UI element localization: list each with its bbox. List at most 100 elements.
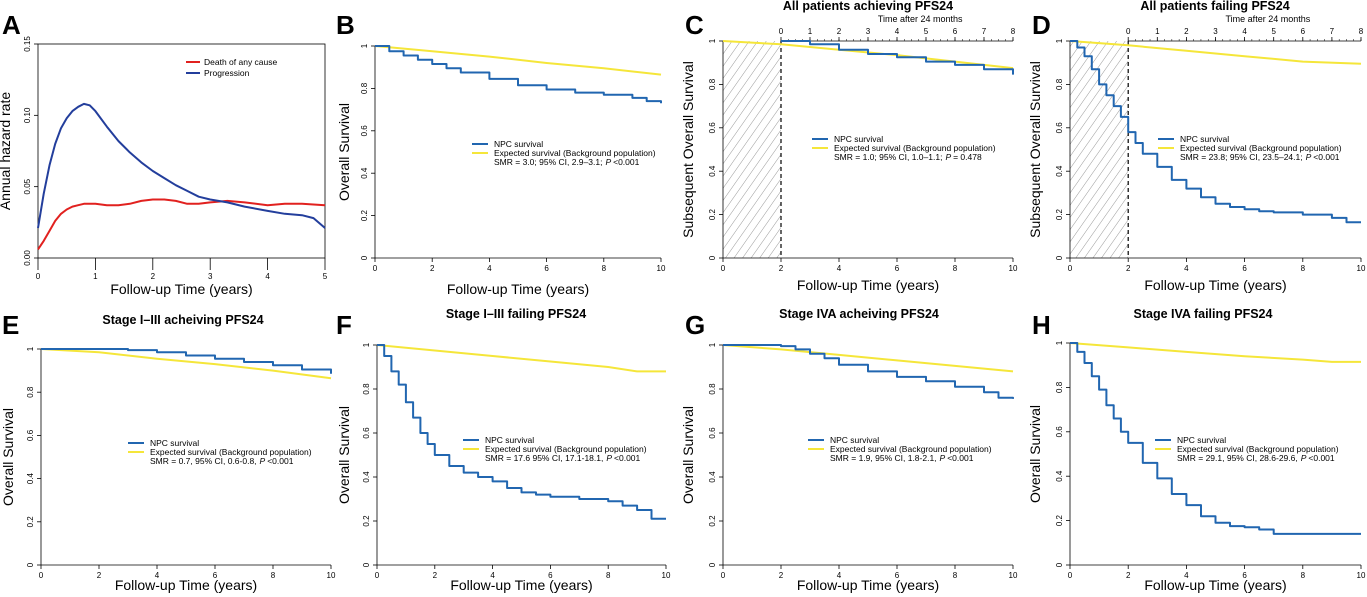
y-tick-label: 0.6 bbox=[708, 122, 717, 134]
top-tick-label: 5 bbox=[924, 27, 929, 36]
x-tick-label: 0 bbox=[36, 272, 41, 281]
x-tick-label: 8 bbox=[953, 264, 958, 273]
legend-p-label: P bbox=[945, 152, 951, 162]
legend-p-value: <0.001 bbox=[1313, 152, 1340, 162]
legend-p-value: <0.001 bbox=[614, 453, 641, 463]
x-axis-label: Follow-up Time (years) bbox=[110, 281, 252, 297]
panel-e: E 0 2 4 6 8 10 0 0.2 0.4 0.6 0.8 1 Stage I–III acheiv… bbox=[0, 310, 336, 593]
x-axis-label: Follow-up Time (years) bbox=[450, 577, 592, 593]
top-tick-label: 1 bbox=[1155, 27, 1160, 36]
y-tick-label: 0.2 bbox=[1055, 514, 1064, 526]
panel-f: F 0 2 4 6 8 10 0 0.2 0.4 0.6 0.8 1 Stage I–III failin… bbox=[336, 307, 671, 593]
x-tick-label: 6 bbox=[895, 264, 900, 273]
top-tick-label: 2 bbox=[837, 27, 842, 36]
series-line-expected bbox=[1069, 40, 1362, 65]
x-tick-label: 2 bbox=[779, 571, 784, 580]
legend-smr: SMR = 29.1, 95% CI, 28.6-29.6, bbox=[1177, 453, 1298, 463]
top-tick-label: 7 bbox=[1330, 27, 1335, 36]
legend-label: NPC survival bbox=[1180, 134, 1229, 144]
x-tick-label: 8 bbox=[271, 571, 276, 580]
top-tick-label: 2 bbox=[1184, 27, 1189, 36]
legend-label: Death of any cause bbox=[204, 57, 278, 67]
legend-p-value: <0.001 bbox=[613, 157, 640, 167]
y-tick-label: 0.4 bbox=[362, 471, 371, 483]
x-tick-label: 4 bbox=[155, 571, 160, 580]
legend-label: NPC survival bbox=[485, 435, 534, 445]
panel-title: All patients failing PFS24 bbox=[1140, 0, 1289, 13]
y-axis-label: Overall Survival bbox=[0, 408, 16, 506]
y-axis-label: Annual hazard rate bbox=[0, 92, 13, 211]
series-line-npc bbox=[377, 344, 666, 520]
top-axis-label: Time after 24 months bbox=[878, 14, 963, 24]
panel-title: Stage I–III acheiving PFS24 bbox=[102, 313, 263, 327]
x-tick-label: 10 bbox=[1357, 264, 1366, 273]
y-tick-label: 0 bbox=[362, 562, 371, 567]
x-tick-label: 0 bbox=[721, 264, 726, 273]
panel-letter: F bbox=[336, 310, 352, 340]
legend-label: Expected survival (Background population… bbox=[494, 148, 656, 158]
x-tick-label: 6 bbox=[548, 571, 553, 580]
x-tick-label: 2 bbox=[1126, 571, 1131, 580]
y-tick-label: 0.2 bbox=[708, 515, 717, 527]
y-tick-label: 1 bbox=[1055, 38, 1064, 43]
series-line-death_any_cause bbox=[37, 198, 326, 250]
x-axis-label: Follow-up Time (years) bbox=[1144, 577, 1286, 593]
legend-p-label: P bbox=[1301, 453, 1307, 463]
series-line-npc bbox=[723, 344, 1014, 399]
legend-label: Expected survival (Background population… bbox=[1177, 444, 1339, 454]
x-tick-label: 8 bbox=[602, 264, 607, 273]
y-tick-label: 0.6 bbox=[1055, 122, 1064, 134]
legend-p-value: <0.001 bbox=[947, 453, 974, 463]
series-line-expected bbox=[374, 45, 662, 76]
panel-h: H 0 2 4 6 8 10 0 0.2 0.4 0.6 0.8 1 Stage IVA failing … bbox=[1027, 307, 1366, 593]
legend-smr: SMR = 1.9, 95% CI, 1.8-2.1, bbox=[830, 453, 937, 463]
y-tick-label: 0.2 bbox=[708, 208, 717, 220]
x-axis-label: Follow-up Time (years) bbox=[797, 277, 939, 293]
y-tick-label: 0.4 bbox=[1055, 165, 1064, 177]
panel-g: G 0 2 4 6 8 10 0 0.2 0.4 0.6 0.8 1 Stage IVA acheivin… bbox=[680, 307, 1018, 593]
x-axis-label: Follow-up Time (years) bbox=[447, 281, 589, 297]
panel-a: A 0 1 2 3 4 5 0.00 0.05 0.10 0.15 Follow-up Time (y… bbox=[0, 10, 328, 297]
x-tick-label: 3 bbox=[208, 272, 213, 281]
top-tick-label: 6 bbox=[953, 27, 958, 36]
y-tick-label: 0.2 bbox=[1055, 208, 1064, 220]
y-tick-label: 0.8 bbox=[360, 82, 369, 94]
y-axis-label: Overall Survival bbox=[336, 103, 352, 201]
y-tick-label: 0 bbox=[1055, 562, 1064, 567]
y-tick-label: 0.8 bbox=[1055, 78, 1064, 90]
legend-label: Expected survival (Background population… bbox=[830, 444, 992, 454]
legend-p-label: P bbox=[260, 456, 266, 466]
y-tick-label: 0 bbox=[1055, 255, 1064, 260]
y-tick-label: 0.15 bbox=[23, 36, 32, 52]
y-tick-label: 0 bbox=[708, 562, 717, 567]
legend-p-value: = 0.478 bbox=[953, 152, 982, 162]
x-tick-label: 10 bbox=[1009, 571, 1018, 580]
series-line-npc bbox=[1070, 342, 1361, 535]
y-tick-label: 0.6 bbox=[708, 427, 717, 439]
legend-p-label: P bbox=[1306, 152, 1312, 162]
x-axis-label: Follow-up Time (years) bbox=[1144, 277, 1286, 293]
x-tick-label: 0 bbox=[721, 571, 726, 580]
legend-smr: SMR = 3.0; 95% CI, 2.9–3.1; bbox=[494, 157, 602, 167]
y-axis-label: Subsequent Overall Survival bbox=[680, 61, 696, 238]
x-tick-label: 0 bbox=[1068, 264, 1073, 273]
y-tick-label: 0.8 bbox=[708, 78, 717, 90]
landmark-hatch bbox=[723, 41, 781, 258]
series-line-npc bbox=[41, 348, 332, 374]
x-tick-label: 2 bbox=[151, 272, 156, 281]
series-line-progression bbox=[37, 102, 326, 229]
x-tick-label: 2 bbox=[97, 571, 102, 580]
x-tick-label: 4 bbox=[1184, 571, 1189, 580]
y-tick-label: 0.8 bbox=[26, 386, 35, 398]
y-tick-label: 0.6 bbox=[1055, 426, 1064, 438]
top-tick-label: 5 bbox=[1271, 27, 1276, 36]
y-axis-label: Overall Survival bbox=[336, 406, 352, 504]
x-tick-label: 2 bbox=[779, 264, 784, 273]
